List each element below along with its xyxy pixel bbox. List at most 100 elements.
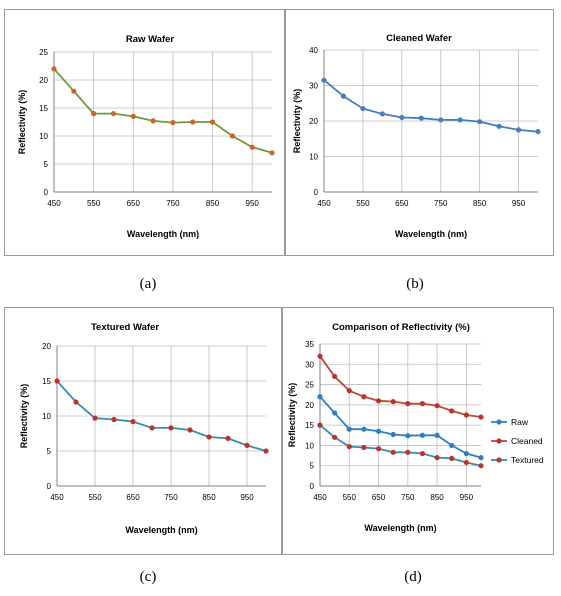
x-axis-label: Wavelength (nm) xyxy=(127,229,199,239)
x-tick-label: 450 xyxy=(317,199,331,208)
data-point xyxy=(390,449,396,455)
y-tick-label: 15 xyxy=(305,421,314,430)
data-point xyxy=(91,111,97,117)
y-tick-label: 20 xyxy=(309,117,318,126)
y-axis-label: Reflectivity (%) xyxy=(287,383,297,448)
data-point xyxy=(390,431,396,438)
data-point xyxy=(51,66,57,72)
caption-c: (c) xyxy=(139,569,157,585)
x-tick-label: 650 xyxy=(372,493,386,502)
x-axis-label: Wavelength (nm) xyxy=(364,523,436,533)
data-point xyxy=(130,113,136,119)
x-tick-label: 450 xyxy=(47,199,61,208)
data-point xyxy=(375,428,382,434)
y-axis-label: Reflectivity (%) xyxy=(292,89,302,154)
series-line-0 xyxy=(56,380,267,452)
x-tick-label: 950 xyxy=(240,493,254,502)
y-tick-label: 20 xyxy=(42,342,51,351)
data-point xyxy=(321,77,327,83)
y-tick-label: 35 xyxy=(305,340,314,349)
x-tick-label: 950 xyxy=(512,199,526,208)
data-point xyxy=(405,433,411,439)
data-point xyxy=(399,114,405,121)
y-tick-label: 0 xyxy=(44,188,49,197)
x-tick-label: 650 xyxy=(395,199,409,208)
data-point xyxy=(379,111,385,117)
caption-b: (b) xyxy=(406,276,424,292)
data-point xyxy=(71,88,77,94)
data-point xyxy=(449,442,455,449)
series-line-0 xyxy=(53,68,273,154)
legend-marker xyxy=(496,419,502,425)
y-tick-label: 40 xyxy=(309,46,318,55)
data-point xyxy=(361,426,367,432)
data-point xyxy=(187,427,193,433)
data-point xyxy=(346,444,352,450)
data-point xyxy=(110,111,117,117)
data-point xyxy=(478,455,484,461)
x-tick-label: 850 xyxy=(202,493,216,502)
data-point xyxy=(269,150,275,156)
data-point xyxy=(317,394,323,400)
data-point xyxy=(346,388,352,394)
y-tick-label: 30 xyxy=(305,360,314,369)
data-point xyxy=(73,399,79,405)
x-axis-label: Wavelength (nm) xyxy=(395,229,467,239)
y-tick-label: 15 xyxy=(42,377,51,386)
y-tick-label: 25 xyxy=(39,48,48,57)
chart-title: Comparison of Reflectivity (%) xyxy=(332,322,470,333)
data-point xyxy=(149,425,155,431)
data-point xyxy=(515,127,522,133)
x-tick-label: 950 xyxy=(460,493,474,502)
chart-svg-0: 0 5 10 15 20 25 450 550 650 750 850 950 Raw Wafer Wav… xyxy=(17,34,275,239)
y-tick-label: 5 xyxy=(47,447,52,456)
data-point xyxy=(463,459,469,466)
chart-panel-textured: 0 5 10 15 20 450 550 650 750 850 950 Textured Wafer… xyxy=(4,307,282,555)
data-point xyxy=(249,144,255,150)
legend-marker xyxy=(496,438,502,444)
data-point xyxy=(346,426,352,432)
data-point xyxy=(419,432,426,438)
x-tick-label: 550 xyxy=(343,493,357,502)
data-point xyxy=(170,119,176,126)
y-tick-label: 0 xyxy=(310,482,315,491)
data-point xyxy=(340,93,347,99)
chart-panel-raw: 0 5 10 15 20 25 450 550 650 750 850 950 Raw Wafer Wav… xyxy=(4,9,285,256)
x-tick-label: 850 xyxy=(430,493,444,502)
y-axis-label: Reflectivity (%) xyxy=(19,384,29,449)
x-tick-label: 850 xyxy=(473,199,487,208)
y-tick-label: 5 xyxy=(310,462,315,471)
caption-a: (a) xyxy=(139,276,157,292)
legend-marker xyxy=(496,457,502,463)
data-point xyxy=(449,455,455,462)
x-tick-label: 750 xyxy=(166,199,180,208)
y-tick-label: 5 xyxy=(44,160,49,169)
x-tick-label: 950 xyxy=(246,199,260,208)
chart-panel-comparison: 0 5 10 15 20 25 30 35 450 550 650 750 850 950 Comparis… xyxy=(282,307,554,555)
data-point xyxy=(463,450,469,457)
data-point xyxy=(92,415,98,421)
data-point xyxy=(332,410,338,416)
x-axis-label: Wavelength (nm) xyxy=(125,525,197,535)
series-line-0 xyxy=(319,396,482,459)
x-tick-label: 450 xyxy=(313,493,327,502)
x-tick-label: 850 xyxy=(206,199,220,208)
x-tick-label: 650 xyxy=(126,493,140,502)
y-tick-label: 15 xyxy=(39,104,48,113)
data-point xyxy=(190,119,196,125)
data-point xyxy=(478,463,484,469)
x-tick-label: 650 xyxy=(127,199,141,208)
data-point xyxy=(229,133,235,139)
chart-title: Textured Wafer xyxy=(91,322,159,333)
data-point xyxy=(361,394,367,400)
data-point xyxy=(150,118,156,124)
caption-d: (d) xyxy=(404,569,422,585)
data-point xyxy=(54,378,60,384)
chart-svg-1: 0 10 20 30 40 450 550 650 750 850 950 Cleaned Wafer… xyxy=(292,33,541,239)
x-tick-label: 750 xyxy=(164,493,178,502)
data-point xyxy=(390,399,396,405)
data-point xyxy=(535,129,541,135)
data-point xyxy=(332,373,338,380)
data-point xyxy=(209,119,216,125)
data-point xyxy=(225,435,231,441)
